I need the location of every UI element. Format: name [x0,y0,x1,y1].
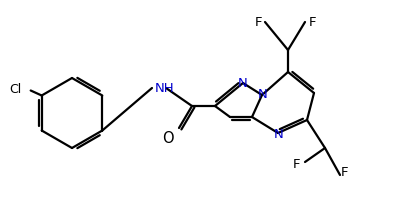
Text: N: N [274,127,284,140]
Text: NH: NH [155,82,174,95]
Text: O: O [162,131,174,146]
Text: N: N [238,76,248,89]
Text: F: F [293,157,301,170]
Text: Cl: Cl [10,83,22,96]
Text: F: F [340,166,348,179]
Text: F: F [254,16,262,29]
Text: N: N [258,87,268,100]
Text: F: F [308,16,316,29]
